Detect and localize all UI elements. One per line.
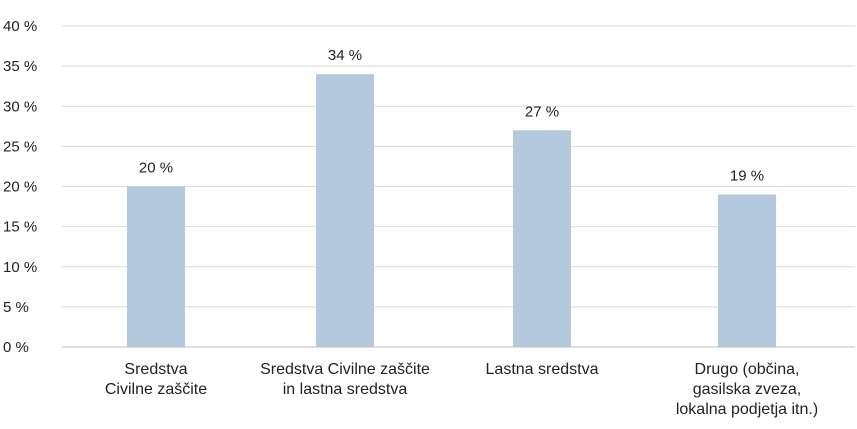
data-label: 27 % (525, 103, 559, 120)
data-label: 19 % (730, 168, 764, 185)
y-tick-label: 35 % (3, 58, 37, 75)
category-label: Sredstva (124, 361, 187, 378)
y-tick-label: 0 % (3, 339, 29, 356)
gridlines (62, 25, 855, 348)
y-tick-label: 40 % (3, 18, 37, 35)
category-label: Lastna sredstva (486, 361, 599, 378)
category-label: in lastna sredstva (283, 381, 408, 398)
category-label: gasilska zveza, (693, 381, 802, 398)
data-labels: 20 % 34 % 27 % 19 % (139, 47, 764, 184)
y-tick-label: 10 % (3, 259, 37, 276)
bar (513, 130, 571, 347)
bars (127, 74, 776, 348)
data-label: 34 % (328, 47, 362, 64)
y-tick-label: 25 % (3, 138, 37, 155)
category-label: Sredstva Civilne zaščite (260, 361, 430, 378)
category-label: Drugo (občina, (695, 361, 800, 378)
y-tick-label: 30 % (3, 98, 37, 115)
y-tick-label: 20 % (3, 179, 37, 196)
category-label: Civilne zaščite (105, 381, 207, 398)
x-axis-category-labels: Sredstva Civilne zaščite Sredstva Civilne … (105, 361, 818, 418)
bar (316, 74, 374, 348)
y-tick-label: 5 % (3, 299, 29, 316)
category-label: lokalna podjetja itn.) (676, 401, 818, 418)
y-tick-label: 15 % (3, 219, 37, 236)
bar (127, 186, 185, 347)
bar (718, 194, 776, 347)
data-label: 20 % (139, 160, 173, 177)
y-axis-tick-labels: 0 % 5 % 10 % 15 % 20 % 25 % 30 % 35 % 40 % (3, 18, 37, 356)
